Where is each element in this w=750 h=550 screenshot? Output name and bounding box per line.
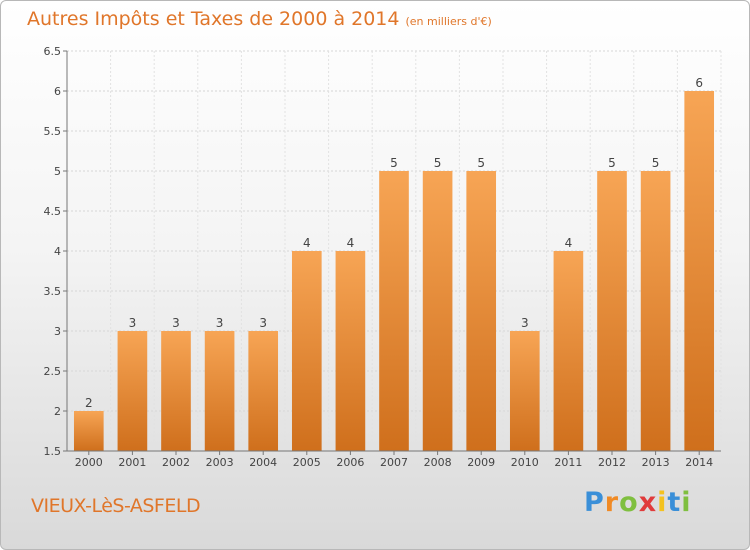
y-tick-label: 6.5 (44, 45, 62, 58)
y-tick-label: 4 (54, 245, 61, 258)
bars (73, 91, 715, 451)
data-label: 6 (695, 76, 703, 90)
x-tick-label: 2004 (249, 456, 277, 469)
bar (161, 331, 191, 451)
y-tick-label: 4.5 (44, 205, 62, 218)
y-tick-label: 3 (54, 325, 61, 338)
bar (553, 251, 584, 451)
bar (509, 331, 540, 451)
bar (335, 251, 366, 451)
bar (248, 331, 279, 451)
x-tick-label: 2002 (162, 456, 190, 469)
data-label: 4 (303, 236, 311, 250)
y-tick-label: 6 (54, 85, 61, 98)
data-label: 5 (608, 156, 616, 170)
logo-letter: i (657, 487, 668, 518)
y-tick-label: 5 (54, 165, 61, 178)
bar (422, 171, 453, 451)
data-label: 4 (347, 236, 355, 250)
data-label: 5 (390, 156, 398, 170)
y-tick-label: 1.5 (44, 445, 62, 458)
chart-title: Autres Impôts et Taxes de 2000 à 2014 (27, 8, 400, 30)
bar (73, 411, 104, 451)
x-tick-label: 2006 (336, 456, 364, 469)
labels: 1.5 2 2.5 3 3.5 4 4.5 5 5.5 6 6.5 2 2000 3 2001 3 2002 3 2… (44, 45, 714, 469)
logo-letter: r (604, 487, 620, 518)
data-label: 5 (434, 156, 442, 170)
bar (597, 171, 627, 451)
x-tick-label: 2013 (642, 456, 670, 469)
y-tick-label: 3.5 (44, 285, 62, 298)
data-label: 3 (172, 316, 180, 330)
data-label: 5 (652, 156, 660, 170)
y-tick-label: 5.5 (44, 125, 62, 138)
x-tick-label: 2008 (424, 456, 452, 469)
logo-letter: P (584, 487, 605, 518)
data-label: 5 (477, 156, 485, 170)
x-tick-label: 2010 (511, 456, 539, 469)
bar (204, 331, 235, 451)
bar (466, 171, 497, 451)
data-label: 3 (129, 316, 137, 330)
y-tick-label: 2.5 (44, 365, 62, 378)
bar (379, 171, 409, 451)
data-label: 3 (259, 316, 267, 330)
logo-letter: t (667, 487, 682, 518)
chart-title-block: Autres Impôts et Taxes de 2000 à 2014 (en… (27, 8, 492, 30)
data-label: 4 (565, 236, 573, 250)
bar (117, 331, 148, 451)
x-tick-label: 2009 (467, 456, 495, 469)
proxiti-logo: Proxiti (584, 487, 692, 518)
x-tick-label: 2001 (118, 456, 146, 469)
x-tick-label: 2000 (75, 456, 103, 469)
commune-name: VIEUX-LèS-ASFELD (31, 495, 201, 517)
x-tick-label: 2005 (293, 456, 321, 469)
chart-subtitle: (en milliers d'€) (405, 15, 492, 28)
logo-letter: o (619, 487, 639, 518)
data-label: 3 (521, 316, 529, 330)
bar (640, 171, 671, 451)
x-tick-label: 2012 (598, 456, 626, 469)
x-tick-label: 2003 (206, 456, 234, 469)
logo-letter: i (681, 487, 692, 518)
data-label: 2 (85, 396, 93, 410)
data-label: 3 (216, 316, 224, 330)
x-tick-label: 2011 (554, 456, 582, 469)
logo-letter: x (638, 487, 658, 518)
axes (63, 50, 721, 455)
y-tick-label: 2 (54, 405, 61, 418)
x-tick-label: 2007 (380, 456, 408, 469)
x-tick-label: 2014 (685, 456, 713, 469)
bar (291, 251, 322, 451)
bar (684, 91, 715, 451)
